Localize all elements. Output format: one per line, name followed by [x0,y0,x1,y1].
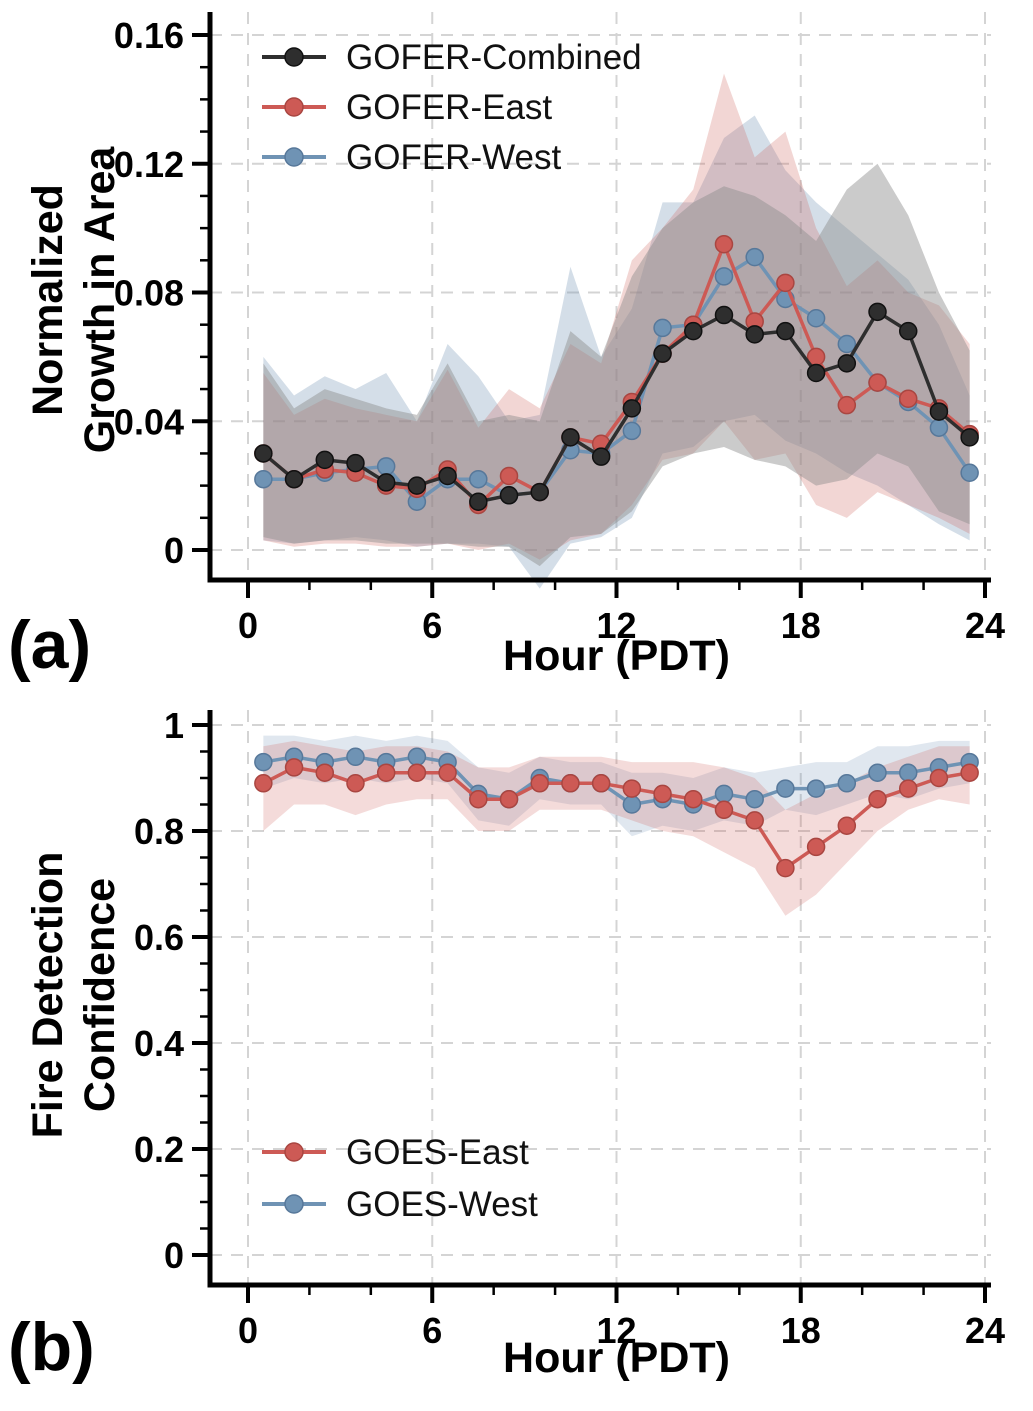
y-tick-label: 0.16 [114,15,184,56]
y-axis-label: Normalized [24,184,72,416]
y-tick-label: 0 [164,530,184,571]
axis-ticks [192,33,987,598]
y-tick-label: 0.12 [114,144,184,185]
x-tick-label: 24 [965,605,1005,646]
legend-label: GOFER-Combined [346,38,642,77]
x-tick-label: 18 [781,1310,821,1351]
y-axis-label: Fire Detection [24,852,72,1139]
y-tick-label: 1 [164,705,184,746]
x-tick-label: 6 [422,1310,442,1351]
y-axis-label: Growth in Area [76,146,124,454]
y-tick-label: 0 [164,1235,184,1276]
panel-letter-label: (b) [8,1309,95,1385]
x-axis-label: Hour (PDT) [503,632,730,680]
axes-spines [207,12,991,583]
legend-label: GOFER-West [346,138,561,177]
legend-label: GOES-East [346,1133,529,1172]
legend-label: GOES-West [346,1185,538,1224]
panel-b-chart: 0 6 12 18 24 0 0.2 0.4 0.6 0.8 1 Hour (PDT) Fire Det… [8,705,1005,1385]
x-tick-label: 0 [238,1310,258,1351]
y-tick-label: 0.08 [114,273,184,314]
gridlines [210,12,991,580]
markers-gofer-combined [254,302,979,511]
markers-goes-east [254,758,979,878]
y-axis-label: Confidence [76,878,124,1112]
legend-label: GOFER-East [346,88,552,127]
y-tick-label: 0.6 [134,917,184,958]
panel-a-chart: 0 6 12 18 24 0 0.04 0.08 0.12 0.16 Hour (PDT) Norma… [8,12,1005,683]
y-tick-label: 0.4 [134,1023,184,1064]
axes-spines [207,710,991,1288]
x-tick-label: 24 [965,1310,1005,1351]
axis-ticks [192,723,987,1303]
y-tick-label: 0.04 [114,401,184,442]
legend: GOES-East GOES-West [262,1133,538,1224]
y-tick-label: 0.8 [134,811,184,852]
gridlines [210,710,991,1285]
panel-letter-label: (a) [8,607,91,683]
x-tick-label: 6 [422,605,442,646]
y-tick-label: 0.2 [134,1129,184,1170]
legend: GOFER-Combined GOFER-East GOFER-West [262,38,642,177]
x-axis-label: Hour (PDT) [503,1334,730,1382]
x-tick-label: 12 [596,1310,636,1351]
x-tick-label: 0 [238,605,258,646]
band-gofer-east [263,73,970,560]
x-tick-label: 18 [781,605,821,646]
x-tick-label: 12 [596,605,636,646]
